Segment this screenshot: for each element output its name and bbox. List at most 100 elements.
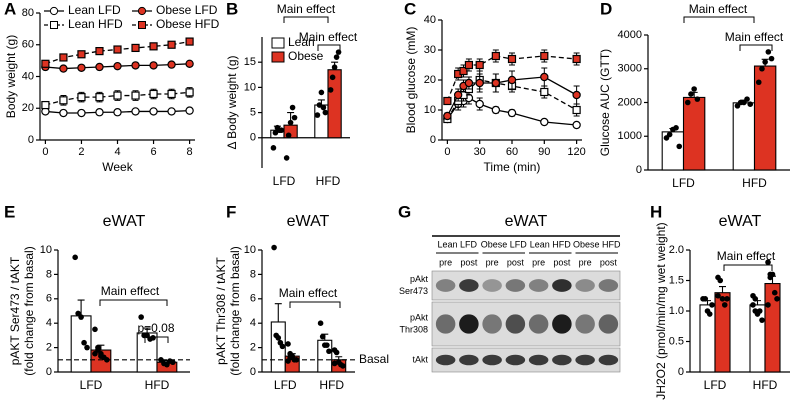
x-tick-label: 90	[538, 146, 550, 158]
y-axis-label: JH2O2 (pmol/min/mg wet weight)	[654, 222, 668, 399]
marker	[77, 50, 86, 59]
marker	[464, 60, 474, 70]
y-tick-label: 0	[430, 134, 436, 146]
data-point	[271, 244, 277, 251]
marker	[59, 53, 68, 62]
data-point	[765, 259, 771, 266]
marker	[540, 87, 549, 97]
data-point	[95, 347, 101, 353]
legend-label: Lean HFD	[68, 17, 123, 31]
data-point	[92, 326, 98, 333]
data-point	[747, 101, 754, 107]
data-point	[755, 79, 762, 86]
x-tick-label: 6	[150, 146, 156, 158]
group-label: Obese LFD	[481, 239, 528, 249]
data-point	[691, 86, 697, 92]
y-tick-label: 3000	[618, 63, 642, 75]
band	[552, 314, 572, 334]
y-tick-label: 2	[46, 342, 52, 354]
marker	[59, 96, 68, 105]
bracket	[283, 16, 329, 23]
bracket	[683, 16, 755, 23]
data-point	[721, 302, 728, 308]
marker	[185, 88, 194, 97]
x-tick-label: 30	[474, 146, 486, 158]
band	[552, 354, 572, 366]
marker	[149, 89, 158, 99]
data-point	[750, 302, 756, 308]
data-point	[319, 333, 326, 340]
legend-marker	[138, 21, 146, 29]
marker	[131, 61, 140, 70]
y-tick-label: 2	[250, 342, 256, 354]
data-point	[709, 302, 715, 308]
x-tick-label: 0	[42, 146, 48, 158]
group-label: Lean LFD	[437, 239, 477, 249]
y-tick-label: 8	[250, 268, 256, 280]
lane-label: pre	[486, 257, 499, 267]
marker	[149, 107, 158, 116]
marker	[572, 54, 581, 64]
y-tick-label: 30	[424, 44, 436, 56]
marker	[540, 72, 549, 82]
marker	[113, 91, 122, 100]
band	[505, 354, 526, 366]
legend-marker	[137, 6, 147, 16]
x-tick-label: HFD	[145, 378, 170, 392]
y-axis-label: pAKT Ser473 / tAKT	[8, 256, 22, 365]
y-tick-label: 8	[46, 268, 52, 280]
x-tick-label: HFD	[319, 378, 344, 392]
marker	[113, 108, 122, 117]
lane-label: post	[460, 257, 478, 267]
row-label: Thr308	[399, 324, 428, 334]
data-point	[329, 74, 336, 81]
data-point	[318, 89, 325, 96]
x-tick-label: HFD	[316, 174, 341, 188]
marker	[540, 117, 549, 127]
data-point	[326, 348, 332, 355]
marker	[95, 108, 104, 117]
marker	[77, 63, 86, 72]
data-point	[333, 349, 340, 356]
error-bar	[77, 299, 85, 316]
y-tick-label: 4	[250, 317, 256, 329]
legend-swatch	[271, 37, 285, 49]
y-tick-label: 0.5	[669, 335, 684, 347]
panel-letter: H	[650, 202, 662, 221]
data-point	[752, 296, 759, 302]
x-tick-label: 2	[78, 146, 84, 158]
y-tick-label: 0	[250, 132, 256, 144]
legend-swatch	[271, 51, 285, 63]
data-point	[759, 65, 765, 72]
data-point	[275, 335, 282, 341]
data-point	[767, 274, 774, 281]
x-tick-label: 60	[506, 146, 518, 158]
marker	[572, 120, 581, 130]
legend-label: Obese LFD	[156, 3, 218, 17]
band	[435, 279, 456, 292]
marker	[491, 105, 501, 115]
marker	[443, 96, 452, 106]
legend-label: Lean	[288, 35, 315, 49]
marker	[491, 78, 501, 88]
y-tick-label: 40	[22, 70, 34, 82]
marker	[491, 51, 500, 61]
data-point	[285, 341, 291, 347]
band	[459, 279, 479, 292]
y-tick-label: 0	[250, 366, 256, 378]
marker	[464, 78, 474, 88]
marker	[167, 107, 176, 116]
marker	[41, 59, 50, 68]
data-point	[335, 49, 342, 55]
y-tick-label: 1.0	[669, 305, 684, 317]
y-tick-label: 60	[22, 39, 34, 51]
y-tick-label: 0	[28, 134, 34, 146]
marker	[113, 45, 122, 54]
data-point	[715, 292, 721, 299]
bracket	[289, 301, 341, 308]
data-point	[684, 99, 691, 106]
band	[598, 314, 619, 334]
data-point	[771, 289, 778, 296]
y-tick-label: 10	[244, 244, 256, 256]
y-axis-label: Body weight (g)	[4, 35, 18, 118]
